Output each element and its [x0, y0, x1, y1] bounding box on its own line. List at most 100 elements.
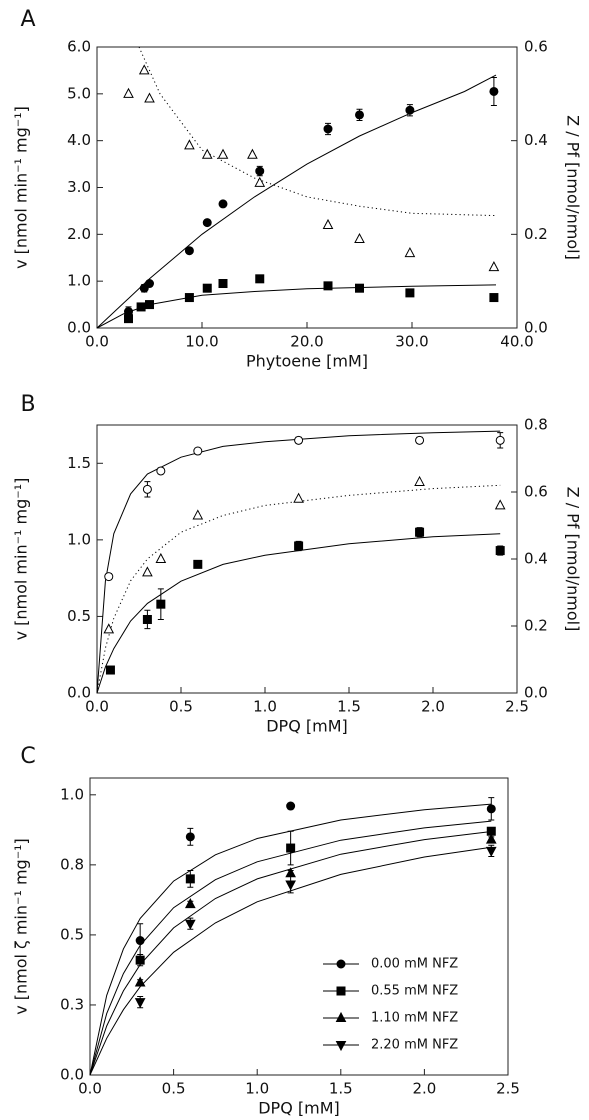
marker [489, 293, 499, 303]
y2-tick-label: 0.6 [524, 38, 548, 56]
marker [414, 475, 425, 486]
marker [145, 279, 154, 289]
legend-label: 2.20 mM NFZ [371, 1038, 458, 1053]
x-tick-label: 0.0 [78, 1080, 102, 1098]
y-tick-label: 4.0 [67, 131, 91, 149]
x-tick-label: 10.0 [185, 333, 218, 351]
marker [135, 955, 145, 965]
marker [134, 976, 146, 987]
marker [124, 314, 133, 324]
marker [156, 599, 166, 609]
marker [184, 246, 194, 256]
fit-curve [89, 803, 492, 1076]
marker [486, 804, 496, 814]
marker [286, 801, 296, 811]
legend-marker [336, 959, 346, 969]
marker [489, 86, 499, 96]
marker [294, 435, 304, 445]
y-tick-label: 0.5 [67, 607, 91, 625]
marker [488, 261, 500, 272]
fit-curve [138, 46, 497, 217]
fit-curve [96, 533, 501, 694]
marker [144, 92, 155, 103]
y2-tick-label: 0.2 [524, 617, 548, 635]
y-tick-label: 1.5 [67, 454, 91, 472]
marker [142, 484, 152, 494]
plot-frame [89, 777, 509, 1076]
y-tick-label: 2.0 [67, 225, 91, 243]
x-tick-label: 40.0 [500, 333, 533, 351]
marker [105, 665, 115, 675]
y2-tick-label: 0.4 [524, 550, 548, 568]
y-tick-label: 5.0 [67, 84, 91, 102]
x-tick-label: 2.0 [421, 698, 445, 716]
x-tick-label: 1.5 [337, 698, 361, 716]
marker [293, 492, 304, 503]
panel-label: B [20, 392, 35, 417]
y-axis-label: v [nmol min⁻¹ mg⁻¹] [12, 106, 31, 269]
marker [254, 176, 266, 187]
y-tick-label: 1.0 [67, 530, 91, 548]
marker [323, 124, 333, 134]
y-tick-label: 0.0 [60, 1066, 84, 1084]
legend-label: 0.00 mM NFZ [371, 957, 458, 972]
y2-tick-label: 0.6 [524, 483, 548, 501]
x-tick-label: 1.0 [245, 1080, 269, 1098]
fit-curve [89, 820, 492, 1076]
legend-marker [335, 1041, 347, 1052]
y-tick-label: 0.5 [60, 925, 84, 943]
marker [218, 199, 228, 209]
fit-curve [96, 484, 501, 694]
legend-marker [335, 1011, 347, 1022]
marker [193, 559, 203, 569]
x-tick-label: 2.0 [412, 1080, 436, 1098]
marker [247, 148, 258, 159]
marker [184, 139, 195, 150]
x-tick-label: 2.5 [505, 698, 529, 716]
marker [104, 572, 114, 582]
x-tick-label: 1.0 [253, 698, 277, 716]
marker [415, 527, 425, 537]
panel-label: A [20, 7, 35, 32]
marker [201, 148, 213, 159]
marker [184, 919, 196, 930]
y2-tick-label: 0.0 [524, 319, 548, 337]
marker [285, 880, 296, 891]
marker [323, 281, 333, 291]
marker [294, 541, 304, 551]
marker [136, 302, 146, 312]
y-tick-label: 0.0 [67, 684, 91, 702]
y2-tick-label: 0.0 [524, 684, 548, 702]
y-tick-label: 6.0 [67, 38, 91, 56]
marker [142, 566, 153, 577]
marker [404, 246, 416, 258]
y2-tick-label: 0.2 [524, 225, 548, 243]
x-tick-label: 30.0 [395, 333, 428, 351]
marker [134, 998, 146, 1009]
marker [405, 105, 415, 115]
marker [495, 546, 505, 556]
marker [415, 435, 425, 445]
y-tick-label: 0.8 [60, 855, 84, 873]
fit-curve [96, 74, 497, 329]
y-tick-label: 0.3 [60, 995, 84, 1013]
marker [185, 874, 195, 884]
marker [193, 446, 203, 456]
marker [103, 623, 115, 634]
marker [202, 283, 212, 293]
marker [217, 148, 229, 159]
marker [355, 283, 364, 293]
x-axis-label: DPQ [mM] [266, 717, 348, 736]
x-axis-label: DPQ [mM] [258, 1099, 340, 1118]
fit-curve [96, 284, 497, 329]
marker [185, 832, 195, 842]
x-tick-label: 2.5 [496, 1080, 520, 1098]
marker [218, 279, 228, 289]
marker [286, 843, 296, 853]
marker [485, 846, 497, 857]
marker [322, 218, 334, 229]
y-tick-label: 1.0 [67, 272, 91, 290]
marker [485, 833, 497, 844]
marker [494, 499, 506, 510]
